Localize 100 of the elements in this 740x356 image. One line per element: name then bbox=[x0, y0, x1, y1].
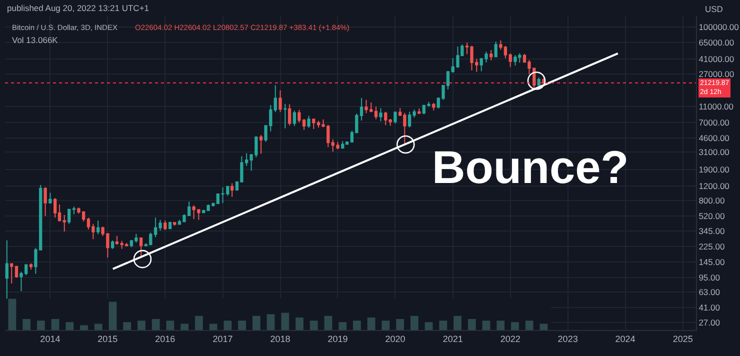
x-tick-label: 2018 bbox=[270, 334, 290, 344]
candlestick bbox=[173, 222, 176, 226]
y-tick-label: 41000.00 bbox=[698, 54, 734, 64]
candlestick bbox=[494, 40, 498, 58]
candlestick bbox=[278, 90, 282, 113]
y-tick-label: 345.00 bbox=[698, 226, 725, 236]
candlestick bbox=[432, 102, 436, 111]
bar bbox=[324, 316, 332, 330]
bar bbox=[108, 302, 117, 330]
x-tick-label: 2020 bbox=[385, 334, 406, 344]
bar bbox=[353, 320, 361, 330]
bar bbox=[410, 316, 418, 330]
x-tick-label: 2021 bbox=[442, 334, 463, 344]
bar bbox=[496, 320, 505, 330]
candlestick bbox=[62, 214, 66, 232]
candlestick bbox=[508, 53, 512, 68]
candlestick bbox=[10, 262, 14, 284]
bar bbox=[296, 317, 304, 330]
candlestick bbox=[418, 108, 421, 115]
candlestick bbox=[259, 134, 263, 154]
candlestick bbox=[514, 54, 517, 66]
x-tick-label: 2017 bbox=[212, 334, 233, 344]
candlestick bbox=[164, 220, 167, 231]
candlestick bbox=[374, 106, 378, 120]
annotation: Vol 13.066K bbox=[12, 35, 58, 45]
candlestick bbox=[490, 49, 493, 61]
bar bbox=[439, 320, 448, 330]
y-tick-label: 63.00 bbox=[698, 287, 720, 298]
bar bbox=[396, 319, 404, 330]
candlestick bbox=[302, 118, 306, 130]
y-tick-label: 145.00 bbox=[698, 257, 725, 268]
bar bbox=[166, 320, 174, 330]
y-tick-label: 27.00 bbox=[698, 318, 720, 328]
bar bbox=[468, 319, 476, 330]
bar bbox=[424, 322, 433, 330]
candlestick bbox=[307, 115, 310, 128]
bar bbox=[482, 320, 490, 330]
bar bbox=[454, 316, 462, 330]
point bbox=[527, 72, 546, 90]
y-tick-label: 7000.00 bbox=[698, 118, 730, 128]
candlestick bbox=[5, 240, 8, 301]
y-tick-label: 41.00 bbox=[698, 302, 720, 313]
candlestick bbox=[292, 110, 296, 126]
candlestick bbox=[360, 98, 364, 121]
y-tick-label: 520.00 bbox=[698, 211, 725, 222]
y-tick-label: 800.00 bbox=[698, 196, 725, 206]
x-tick-label: 2015 bbox=[98, 334, 118, 344]
y-tick-label: 100000.00 bbox=[698, 22, 740, 32]
candlestick bbox=[14, 266, 18, 278]
candlestick bbox=[29, 262, 33, 270]
point bbox=[133, 250, 152, 268]
bar bbox=[80, 325, 88, 330]
bar bbox=[252, 316, 260, 330]
bar bbox=[94, 324, 102, 330]
y-axis-title: USD bbox=[705, 4, 723, 14]
x-tick-label: 2014 bbox=[40, 334, 60, 344]
text: published Aug 20, 2022 13:21 UTC+1 bbox=[7, 3, 150, 13]
candlestick bbox=[284, 103, 287, 129]
y-tick-label: 3100.00 bbox=[698, 146, 730, 157]
candlestick bbox=[341, 140, 344, 150]
point bbox=[396, 135, 415, 154]
bar bbox=[123, 322, 132, 330]
bar bbox=[367, 317, 376, 330]
y-tick-label: 95.00 bbox=[698, 272, 720, 282]
bar bbox=[310, 320, 318, 330]
x-tick-label: 2016 bbox=[155, 334, 176, 344]
candlestick bbox=[274, 84, 277, 113]
y-tick-label: 1200.00 bbox=[698, 181, 730, 192]
candlestick bbox=[96, 220, 100, 235]
candlestick bbox=[388, 118, 392, 126]
bar bbox=[36, 320, 45, 330]
bar bbox=[209, 324, 218, 330]
x-tick-label: 2023 bbox=[558, 334, 578, 344]
candlestick bbox=[72, 206, 76, 215]
candlestick bbox=[298, 109, 301, 123]
y-tick-label: 1900.00 bbox=[698, 164, 730, 175]
candlestick bbox=[48, 192, 52, 204]
x-tick-label: 2019 bbox=[328, 334, 348, 344]
candlestick bbox=[230, 182, 234, 198]
bar bbox=[338, 322, 347, 330]
bar bbox=[540, 324, 548, 330]
y-tick-label: 11000.00 bbox=[698, 101, 734, 112]
bar bbox=[66, 322, 74, 330]
candlestick bbox=[384, 111, 388, 126]
candlestick bbox=[124, 242, 128, 247]
x-tick-label: 2024 bbox=[615, 334, 636, 344]
bar bbox=[511, 322, 519, 330]
candlestick bbox=[288, 104, 292, 126]
bar bbox=[281, 312, 290, 330]
bar bbox=[180, 324, 189, 330]
bar bbox=[194, 316, 203, 330]
y-tick-label: 225.00 bbox=[698, 241, 725, 252]
candlestick bbox=[312, 118, 316, 130]
bar bbox=[51, 319, 60, 330]
bar bbox=[266, 314, 275, 330]
candlestick bbox=[110, 240, 114, 250]
bar bbox=[8, 298, 16, 330]
x-tick-label: 2022 bbox=[500, 334, 520, 344]
bar bbox=[525, 320, 534, 330]
candlestick bbox=[168, 221, 172, 230]
